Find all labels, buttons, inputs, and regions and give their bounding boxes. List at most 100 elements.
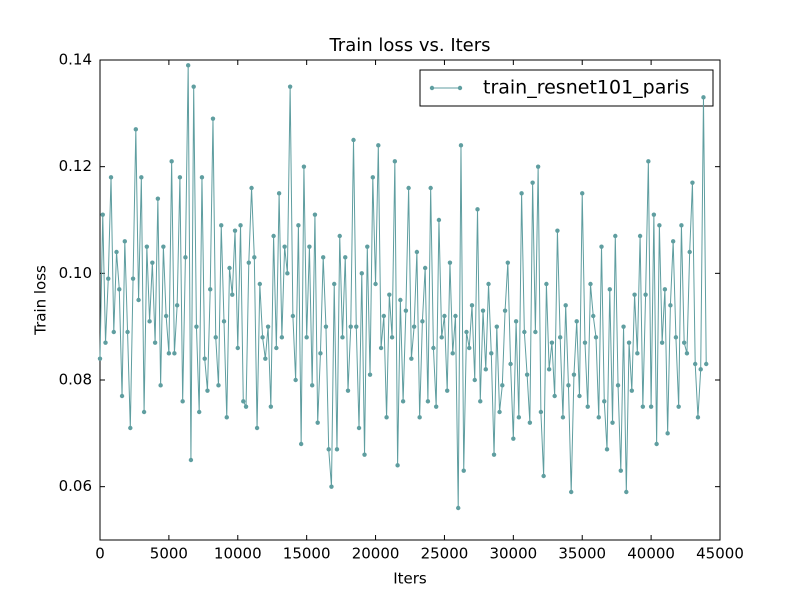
marker <box>453 313 458 319</box>
x-tick-label: 30000 <box>489 545 537 563</box>
marker <box>566 383 571 388</box>
legend-label: train_resnet101_paris <box>483 77 689 99</box>
marker <box>279 335 285 340</box>
marker <box>348 324 353 329</box>
marker <box>332 281 337 287</box>
marker <box>128 425 133 431</box>
x-tick-label: 5000 <box>150 545 188 563</box>
legend-marker <box>457 85 463 91</box>
marker <box>602 399 607 404</box>
marker <box>133 127 139 132</box>
marker <box>596 415 601 420</box>
marker <box>489 351 494 356</box>
marker <box>307 244 312 249</box>
marker <box>290 313 296 319</box>
marker <box>626 340 632 345</box>
marker <box>100 212 105 217</box>
marker <box>436 217 442 223</box>
marker <box>635 351 640 356</box>
marker <box>161 244 166 249</box>
marker <box>516 415 522 420</box>
marker <box>662 287 668 292</box>
marker <box>197 409 202 415</box>
marker <box>613 233 618 239</box>
marker <box>486 281 491 287</box>
marker <box>125 329 130 335</box>
y-tick-label: 0.06 <box>59 477 92 495</box>
marker <box>588 281 593 287</box>
marker <box>637 233 643 239</box>
marker <box>268 404 274 409</box>
y-tick-label: 0.12 <box>59 157 92 175</box>
marker <box>230 292 235 297</box>
marker <box>420 319 425 324</box>
marker <box>456 505 461 511</box>
marker <box>447 260 453 265</box>
marker <box>577 393 582 399</box>
marker <box>172 351 177 356</box>
marker <box>591 313 596 319</box>
x-axis-label: Iters <box>393 570 427 588</box>
marker <box>378 345 384 351</box>
marker <box>351 137 356 143</box>
marker <box>309 383 315 388</box>
marker <box>238 223 243 228</box>
x-tick-label: 45000 <box>696 545 744 563</box>
marker <box>687 249 692 255</box>
marker <box>139 175 144 180</box>
marker <box>249 185 254 191</box>
marker <box>593 335 599 340</box>
marker <box>560 415 566 420</box>
marker <box>480 308 486 313</box>
marker <box>442 313 447 319</box>
marker <box>367 372 373 377</box>
marker <box>524 372 530 377</box>
marker <box>323 324 329 329</box>
marker <box>670 239 676 244</box>
y-tick-label: 0.14 <box>59 51 92 69</box>
marker <box>265 324 271 329</box>
marker <box>690 180 695 185</box>
marker <box>356 425 362 431</box>
marker <box>194 324 199 329</box>
marker <box>254 425 260 431</box>
marker <box>177 175 183 180</box>
marker <box>417 415 422 420</box>
marker <box>439 335 444 340</box>
marker <box>569 489 574 495</box>
marker <box>406 185 411 191</box>
marker <box>304 335 309 340</box>
y-tick-label: 0.08 <box>59 371 92 389</box>
marker <box>425 399 431 404</box>
x-tick-label: 20000 <box>352 545 400 563</box>
marker <box>511 436 516 441</box>
marker <box>169 159 174 164</box>
marker <box>450 351 455 356</box>
marker <box>202 356 207 361</box>
marker <box>298 441 304 447</box>
marker <box>235 345 240 351</box>
marker <box>502 308 508 313</box>
marker <box>646 159 651 164</box>
marker <box>152 340 158 345</box>
marker <box>205 388 210 393</box>
marker <box>704 361 709 367</box>
marker <box>475 207 480 212</box>
marker <box>252 255 257 260</box>
marker <box>469 303 475 308</box>
marker <box>103 340 108 345</box>
x-tick-label: 0 <box>95 545 105 563</box>
marker <box>287 84 293 89</box>
marker <box>676 404 681 409</box>
marker <box>618 468 623 473</box>
marker <box>398 297 403 303</box>
marker <box>136 297 141 303</box>
marker <box>552 393 557 399</box>
marker <box>483 367 488 372</box>
marker <box>381 313 387 319</box>
marker <box>541 473 546 479</box>
marker <box>384 415 389 420</box>
marker <box>681 340 687 345</box>
marker <box>315 420 320 425</box>
marker <box>701 95 706 100</box>
